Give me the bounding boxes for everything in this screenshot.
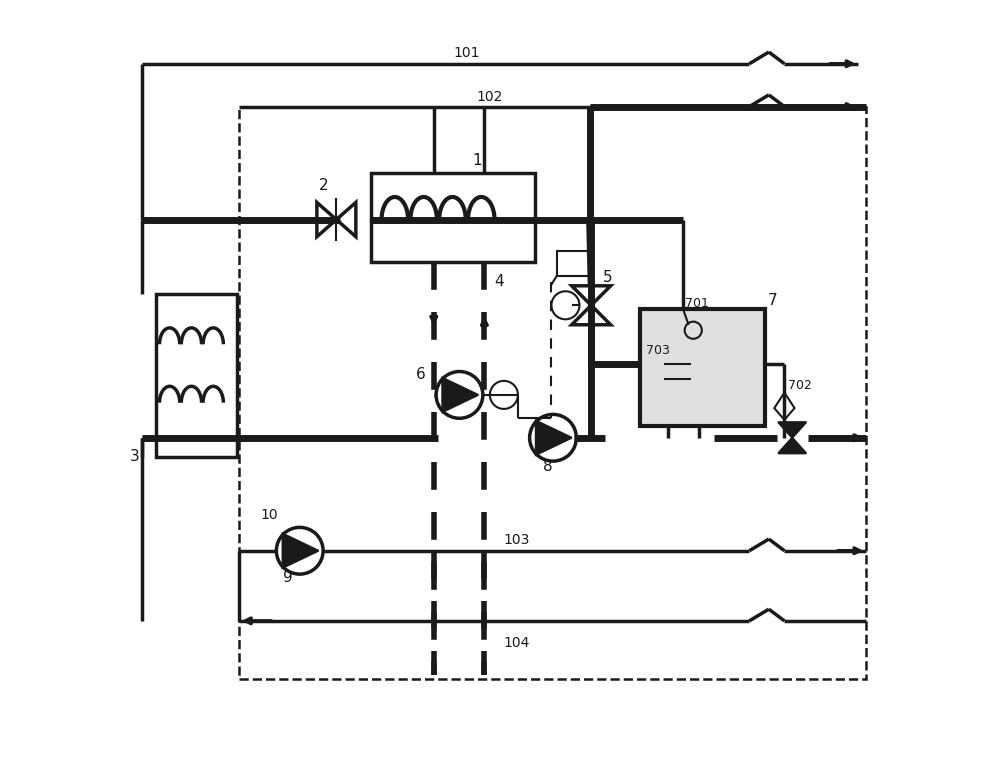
Text: 703: 703 (646, 343, 670, 357)
Text: 4: 4 (495, 274, 504, 289)
Bar (557, 251, 590, 276)
Polygon shape (778, 438, 806, 454)
Text: 9: 9 (283, 570, 293, 585)
Text: 1: 1 (473, 153, 482, 168)
Polygon shape (442, 378, 478, 412)
Text: 2: 2 (319, 178, 329, 193)
Polygon shape (536, 421, 572, 455)
Text: 6: 6 (416, 368, 426, 382)
Bar (371, 173, 535, 263)
Text: 3: 3 (130, 449, 140, 465)
Text: 10: 10 (260, 508, 278, 522)
Bar (156, 293, 237, 457)
Bar (640, 309, 765, 426)
Text: 102: 102 (477, 90, 503, 104)
Text: 104: 104 (504, 636, 530, 650)
Text: 101: 101 (453, 46, 480, 60)
Polygon shape (778, 422, 806, 438)
Polygon shape (283, 533, 318, 568)
Text: 5: 5 (603, 270, 612, 285)
Bar (239, 106, 866, 680)
Text: 7: 7 (767, 293, 777, 308)
Text: 8: 8 (543, 459, 553, 474)
Text: 701: 701 (685, 297, 709, 310)
Text: 103: 103 (504, 533, 530, 547)
Text: 702: 702 (788, 379, 812, 393)
